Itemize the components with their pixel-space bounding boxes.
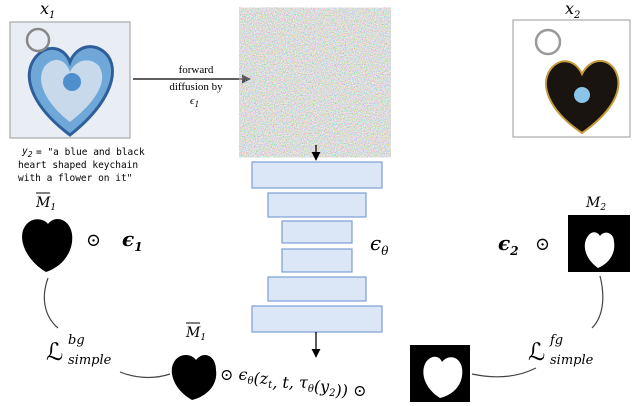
prompt-text: with a flower on it" [18, 173, 132, 184]
forward-text: forward [179, 64, 214, 76]
formula-part: )) ⊙ [335, 381, 367, 400]
connector [44, 278, 58, 328]
formula-part: ⊙ ϵ [220, 365, 247, 384]
label-part: x [40, 0, 49, 18]
label-part: 2 [573, 10, 580, 21]
prompt-var: y2 [21, 146, 33, 159]
label-part: x [565, 0, 574, 18]
x2-image [513, 20, 630, 137]
unet [252, 162, 382, 332]
mask-2-image [568, 215, 630, 272]
label-part: M [185, 325, 201, 341]
label-part: 2 [509, 244, 518, 258]
connector [120, 372, 170, 378]
label-part: M [585, 195, 601, 211]
eps-label: ϵ2 [498, 231, 519, 258]
prompt-text: = "a blue and black [36, 147, 145, 158]
unet-label: ϵθ [370, 231, 389, 258]
prompt-text: heart shaped keychain [18, 160, 138, 171]
eps-label: ϵ1 [122, 227, 143, 254]
label-part: fg [549, 333, 563, 348]
label-part: 1 [200, 333, 206, 343]
forward-text: diffusion by [169, 81, 223, 93]
mask-blob [22, 219, 72, 272]
label-part: 2 [599, 203, 606, 213]
x1-image [10, 22, 130, 138]
label-part: ℒ [528, 338, 545, 366]
label-part: simple [550, 353, 594, 368]
formula-part: (y [314, 377, 330, 396]
loss-bg: ℒ bg simple [46, 333, 112, 368]
connector [592, 276, 603, 328]
loss-fg: ℒ fg simple [528, 333, 594, 368]
mask-label: M1 [185, 325, 206, 343]
label-part: ϵ [498, 231, 510, 255]
formula: ⊙ ϵθ(zt, t, τθ(y2)) ⊙ [220, 365, 366, 400]
x2-label: x2 [565, 0, 580, 21]
label-part: θ [381, 244, 389, 258]
label-part: 2 [28, 150, 33, 159]
forward-eps: ϵ1 [190, 95, 199, 109]
diagram: x1 forward diffusion by ϵ1 ϵθ x2 y2 = "a… [0, 0, 639, 406]
mask-label: M1 [35, 195, 56, 213]
label-part: ℒ [46, 338, 63, 366]
mask-bottom-image [410, 345, 470, 402]
label-part: 1 [134, 240, 142, 254]
operator: ⊙ [86, 230, 101, 251]
formula-part: , t, τ [272, 373, 309, 392]
label-part: ϵ [370, 231, 381, 255]
label-part: 1 [49, 10, 55, 21]
formula-part: 2 [328, 388, 335, 399]
operator: ⊙ [535, 234, 550, 255]
label-part: 1 [194, 99, 199, 109]
label-part: M [35, 195, 51, 211]
x1-label: x1 [40, 0, 55, 21]
formula-part: (z [253, 369, 268, 388]
label-part: 1 [50, 203, 56, 213]
connector [472, 368, 536, 377]
noise-image [252, 20, 378, 145]
mask-label: M2 [585, 195, 606, 213]
label-part: ϵ [122, 227, 134, 251]
mask-blob [172, 355, 217, 400]
label-part: simple [68, 353, 112, 368]
label-part: bg [68, 333, 85, 348]
